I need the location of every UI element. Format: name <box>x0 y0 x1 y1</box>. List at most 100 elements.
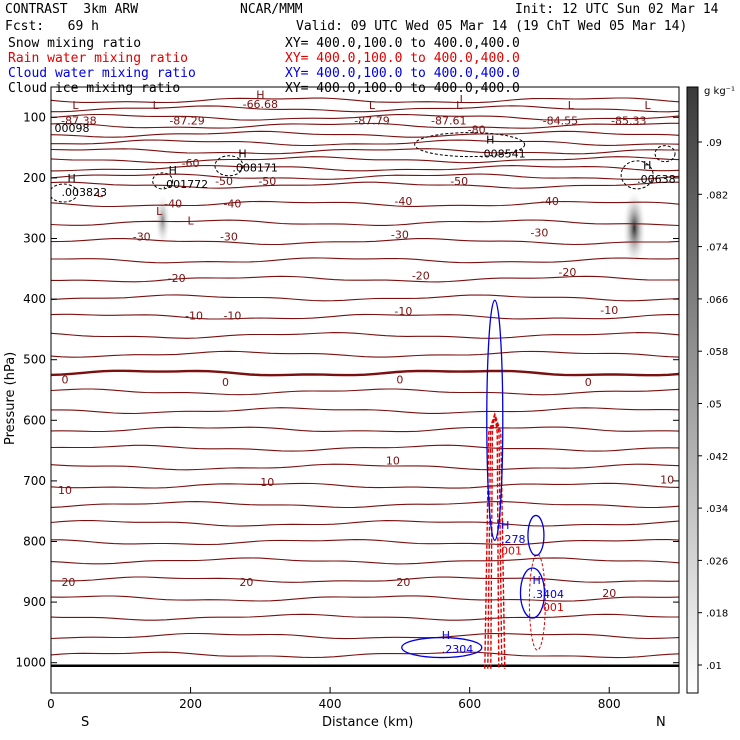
isotherm-label: -40 <box>223 197 241 210</box>
isotherm <box>51 501 679 509</box>
cloud-ice-contour <box>214 155 244 177</box>
isotherm-label: -10 <box>600 304 618 317</box>
isotherm-label: -30 <box>133 231 151 244</box>
field-label-cloudwater: Cloud water mixing ratio <box>8 66 196 81</box>
temperature-extremum-mark: L <box>369 99 376 112</box>
field-label-cloudice: Cloud ice mixing ratio <box>8 81 181 96</box>
isotherm-label: -20 <box>558 266 576 279</box>
isotherm <box>51 576 679 583</box>
cloudwater-extremum-value: .3404 <box>532 588 564 601</box>
isotherm-label: -40 <box>164 197 182 210</box>
cloud-ice-contour <box>620 160 654 190</box>
cloud-ice-extremum-value: 00098 <box>54 122 89 135</box>
isotherm-label: -60 <box>182 157 200 170</box>
isotherm <box>51 148 679 155</box>
x-tick-label: 0 <box>47 697 55 711</box>
y-tick-label: 100 <box>23 110 46 124</box>
isotherm-label: -80 <box>468 123 486 136</box>
x-end-label-right: N <box>656 715 666 730</box>
colorbar-tick-label: .042 <box>706 452 728 463</box>
cloud-ice-extremum-mark: H <box>486 134 494 147</box>
cloud-ice-contour <box>414 132 526 158</box>
cloud-ice-contours <box>51 132 676 203</box>
y-tick-label: 1000 <box>15 656 46 670</box>
isotherm-label: -40 <box>541 195 559 208</box>
isotherm <box>51 257 679 264</box>
colorbar-tick-label: .058 <box>706 347 728 358</box>
isotherm-label: -84.55 <box>543 114 578 127</box>
cloud-ice-extremum-value: .00638 <box>637 173 676 186</box>
isotherm <box>51 332 679 339</box>
cloudwater-contour <box>527 514 545 557</box>
isotherm-label: -30 <box>220 231 238 244</box>
org-label: NCAR/MMM <box>240 2 303 17</box>
isotherm <box>51 97 679 104</box>
x-tick-label: 200 <box>179 697 202 711</box>
snow-maximum <box>154 192 171 249</box>
isotherm <box>51 113 679 121</box>
y-tick-label: 700 <box>23 474 46 488</box>
cloudwater-extremum-mark: H <box>442 629 450 642</box>
cloudwater-extremum-value: .2304 <box>442 643 474 656</box>
field-label-snow: Snow mixing ratio <box>8 36 142 51</box>
x-tick-label: 800 <box>598 697 621 711</box>
temperature-extremum-mark: L <box>456 99 463 112</box>
isotherm <box>51 557 679 565</box>
colorbar-ticks: .09 .082 .074 .066 .058 .05 .042 .034 .026 .018 .0… <box>698 138 728 672</box>
isotherm <box>51 219 679 227</box>
isotherm-label: -50 <box>450 175 468 188</box>
rain-label: .001 <box>539 601 564 614</box>
isotherm <box>51 613 679 621</box>
y-tick-label: 600 <box>23 413 46 427</box>
field-xy-cloudwater: XY= 400.0,100.0 to 400.0,400.0 <box>285 66 520 81</box>
field-xy-cloudice: XY= 400.0,100.0 to 400.0,400.0 <box>285 81 520 96</box>
isotherm <box>51 651 679 659</box>
cloudwater-contour <box>486 299 504 541</box>
isotherm <box>51 130 679 138</box>
isotherm <box>51 294 679 302</box>
snow-maximum <box>622 188 647 269</box>
isotherm-label: -10 <box>223 309 241 322</box>
colorbar-tick-label: .018 <box>706 609 728 620</box>
isotherm-label: 0 <box>585 376 592 389</box>
isotherm <box>51 350 679 358</box>
isotherm-label: -87.38 <box>61 114 96 127</box>
colorbar <box>686 86 699 694</box>
temperature-extremum-mark: L <box>72 99 79 112</box>
rain-contour <box>528 553 546 651</box>
cloud-ice-extremum-value: .001772 <box>163 178 209 191</box>
isotherm <box>51 164 679 172</box>
cloud-ice-contour <box>654 145 676 163</box>
x-axis-label: Distance (km) <box>322 715 413 730</box>
isotherm-label: 20 <box>396 576 410 589</box>
rain-contour <box>487 414 503 669</box>
snow-shading <box>154 188 647 269</box>
isotherm-label: 20 <box>61 576 75 589</box>
y-tick-label: 800 <box>23 535 46 549</box>
isotherm <box>51 275 679 283</box>
cloud-ice-extremum-mark: H <box>67 172 75 185</box>
y-tick-label: 400 <box>23 292 46 306</box>
isotherm <box>51 313 679 320</box>
cloudwater-contour <box>401 636 483 659</box>
isotherm-label: 0 <box>396 374 403 387</box>
isotherm-label: 0 <box>61 374 68 387</box>
cloud-ice-extremum-value: .008541 <box>480 148 525 161</box>
field-xy-snow: XY= 400.0,100.0 to 400.0,400.0 <box>285 36 520 51</box>
isotherm-label: 10 <box>660 474 674 487</box>
y-tick-label: 300 <box>23 232 46 246</box>
isotherm <box>51 426 679 433</box>
isotherm <box>51 238 679 246</box>
isotherm <box>51 407 679 415</box>
temperature-extremum-mark: L <box>460 93 467 106</box>
rain-label: .001 <box>498 545 522 558</box>
model-title: CONTRAST 3km ARW <box>5 2 139 17</box>
y-tick-label: 500 <box>23 353 46 367</box>
isotherm <box>51 519 679 527</box>
isotherm <box>51 173 679 180</box>
isotherm-label: -50 <box>258 175 276 188</box>
colorbar-tick-label: .05 <box>706 400 722 411</box>
isotherm-label: -50 <box>215 175 233 188</box>
